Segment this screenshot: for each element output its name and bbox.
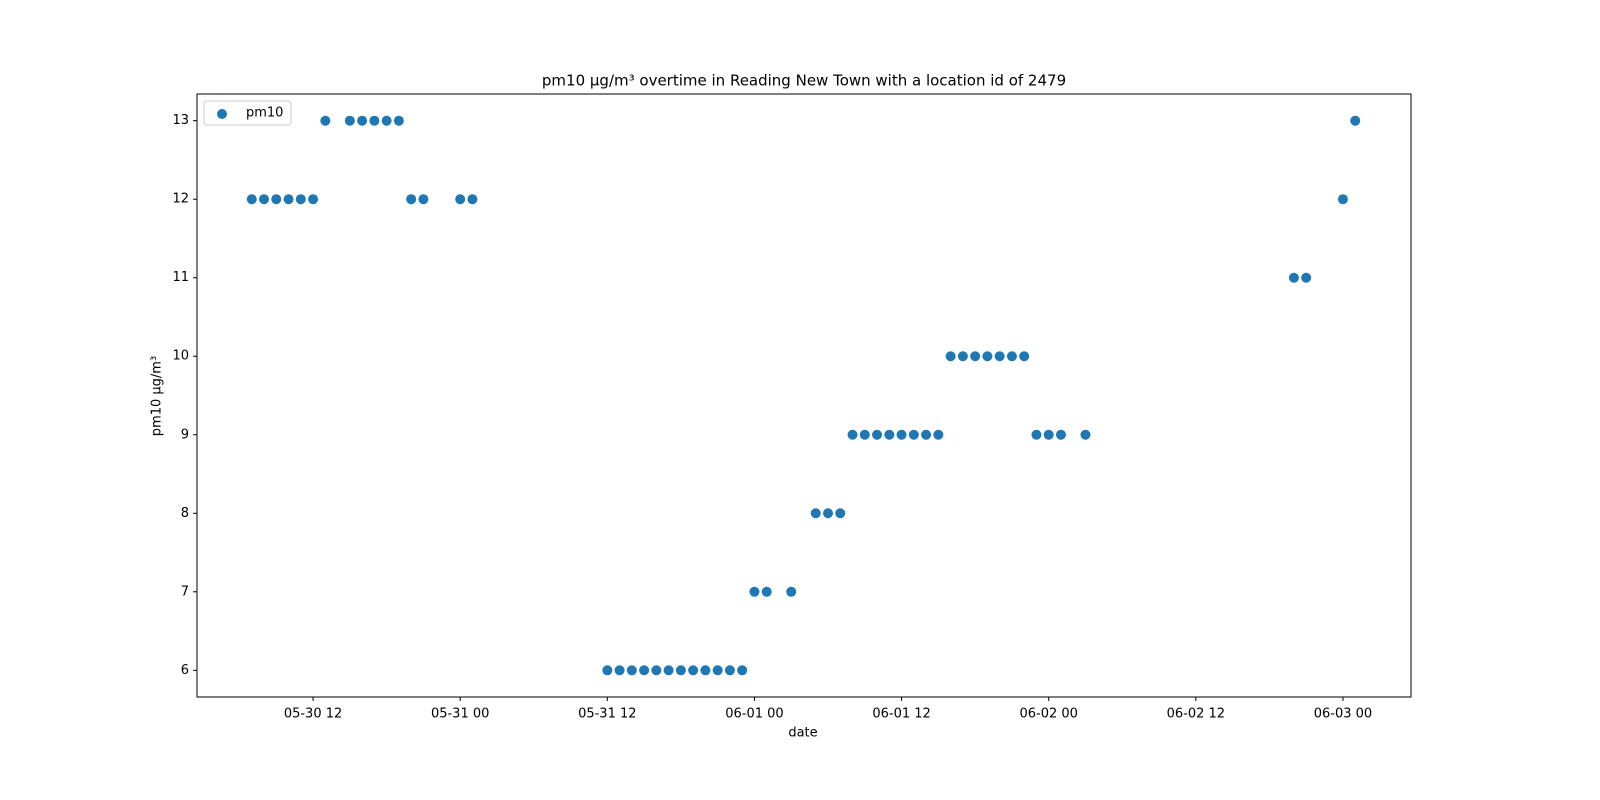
point [933, 429, 944, 440]
x-tick-label: 06-01 12 [872, 707, 930, 722]
point [246, 194, 257, 205]
point [957, 351, 968, 362]
point [639, 665, 650, 676]
point [283, 194, 294, 205]
point [259, 194, 270, 205]
y-tick-label: 13 [172, 113, 189, 128]
point [970, 351, 981, 362]
point [614, 665, 625, 676]
x-tick-label: 05-31 12 [578, 707, 636, 722]
point [786, 586, 797, 597]
plot-frame [196, 93, 1412, 698]
point [945, 351, 956, 362]
point [344, 115, 355, 126]
point [1043, 429, 1054, 440]
point [1019, 351, 1030, 362]
point [737, 665, 748, 676]
point [847, 429, 858, 440]
point [393, 115, 404, 126]
point [1031, 429, 1042, 440]
point [357, 115, 368, 126]
point [1288, 272, 1299, 283]
point [859, 429, 870, 440]
x-tick-label: 05-30 12 [284, 707, 342, 722]
point [295, 194, 306, 205]
x-tick-label: 06-02 00 [1019, 707, 1077, 722]
point [810, 508, 821, 519]
y-tick-label: 8 [181, 506, 189, 521]
point [700, 665, 711, 676]
point [406, 194, 417, 205]
point [761, 586, 772, 597]
point [1055, 429, 1066, 440]
point [688, 665, 699, 676]
point [994, 351, 1005, 362]
x-tick-label: 06-03 00 [1314, 707, 1372, 722]
point [1301, 272, 1312, 283]
legend-box [203, 100, 292, 126]
y-axis-label: pm10 µg/m³ [150, 356, 165, 436]
point [651, 665, 662, 676]
point [921, 429, 932, 440]
point [675, 665, 686, 676]
point [626, 665, 637, 676]
point [602, 665, 613, 676]
y-tick-label: 12 [172, 192, 189, 207]
legend-label: pm10 [246, 106, 283, 121]
point [1006, 351, 1017, 362]
point [982, 351, 993, 362]
point [308, 194, 319, 205]
point [1350, 115, 1361, 126]
point [823, 508, 834, 519]
point [749, 586, 760, 597]
x-tick-label: 06-02 12 [1167, 707, 1225, 722]
y-tick-label: 9 [181, 427, 189, 442]
point [712, 665, 723, 676]
point [381, 115, 392, 126]
y-tick-label: 6 [181, 663, 189, 678]
point [872, 429, 883, 440]
point [271, 194, 282, 205]
point [1337, 194, 1348, 205]
y-tick-label: 10 [172, 349, 189, 364]
point [369, 115, 380, 126]
x-tick-label: 05-31 00 [431, 707, 489, 722]
point [1080, 429, 1091, 440]
x-tick-label: 06-01 00 [725, 707, 783, 722]
point [663, 665, 674, 676]
point [835, 508, 846, 519]
point [418, 194, 429, 205]
point [884, 429, 895, 440]
y-tick-label: 7 [181, 584, 189, 599]
chart-title: pm10 µg/m³ overtime in Reading New Town … [542, 72, 1066, 90]
point [908, 429, 919, 440]
legend-marker [217, 109, 227, 119]
point [896, 429, 907, 440]
y-tick-label: 11 [172, 270, 189, 285]
x-axis-label: date [788, 726, 817, 741]
point [467, 194, 478, 205]
point [455, 194, 466, 205]
point [724, 665, 735, 676]
point [320, 115, 331, 126]
